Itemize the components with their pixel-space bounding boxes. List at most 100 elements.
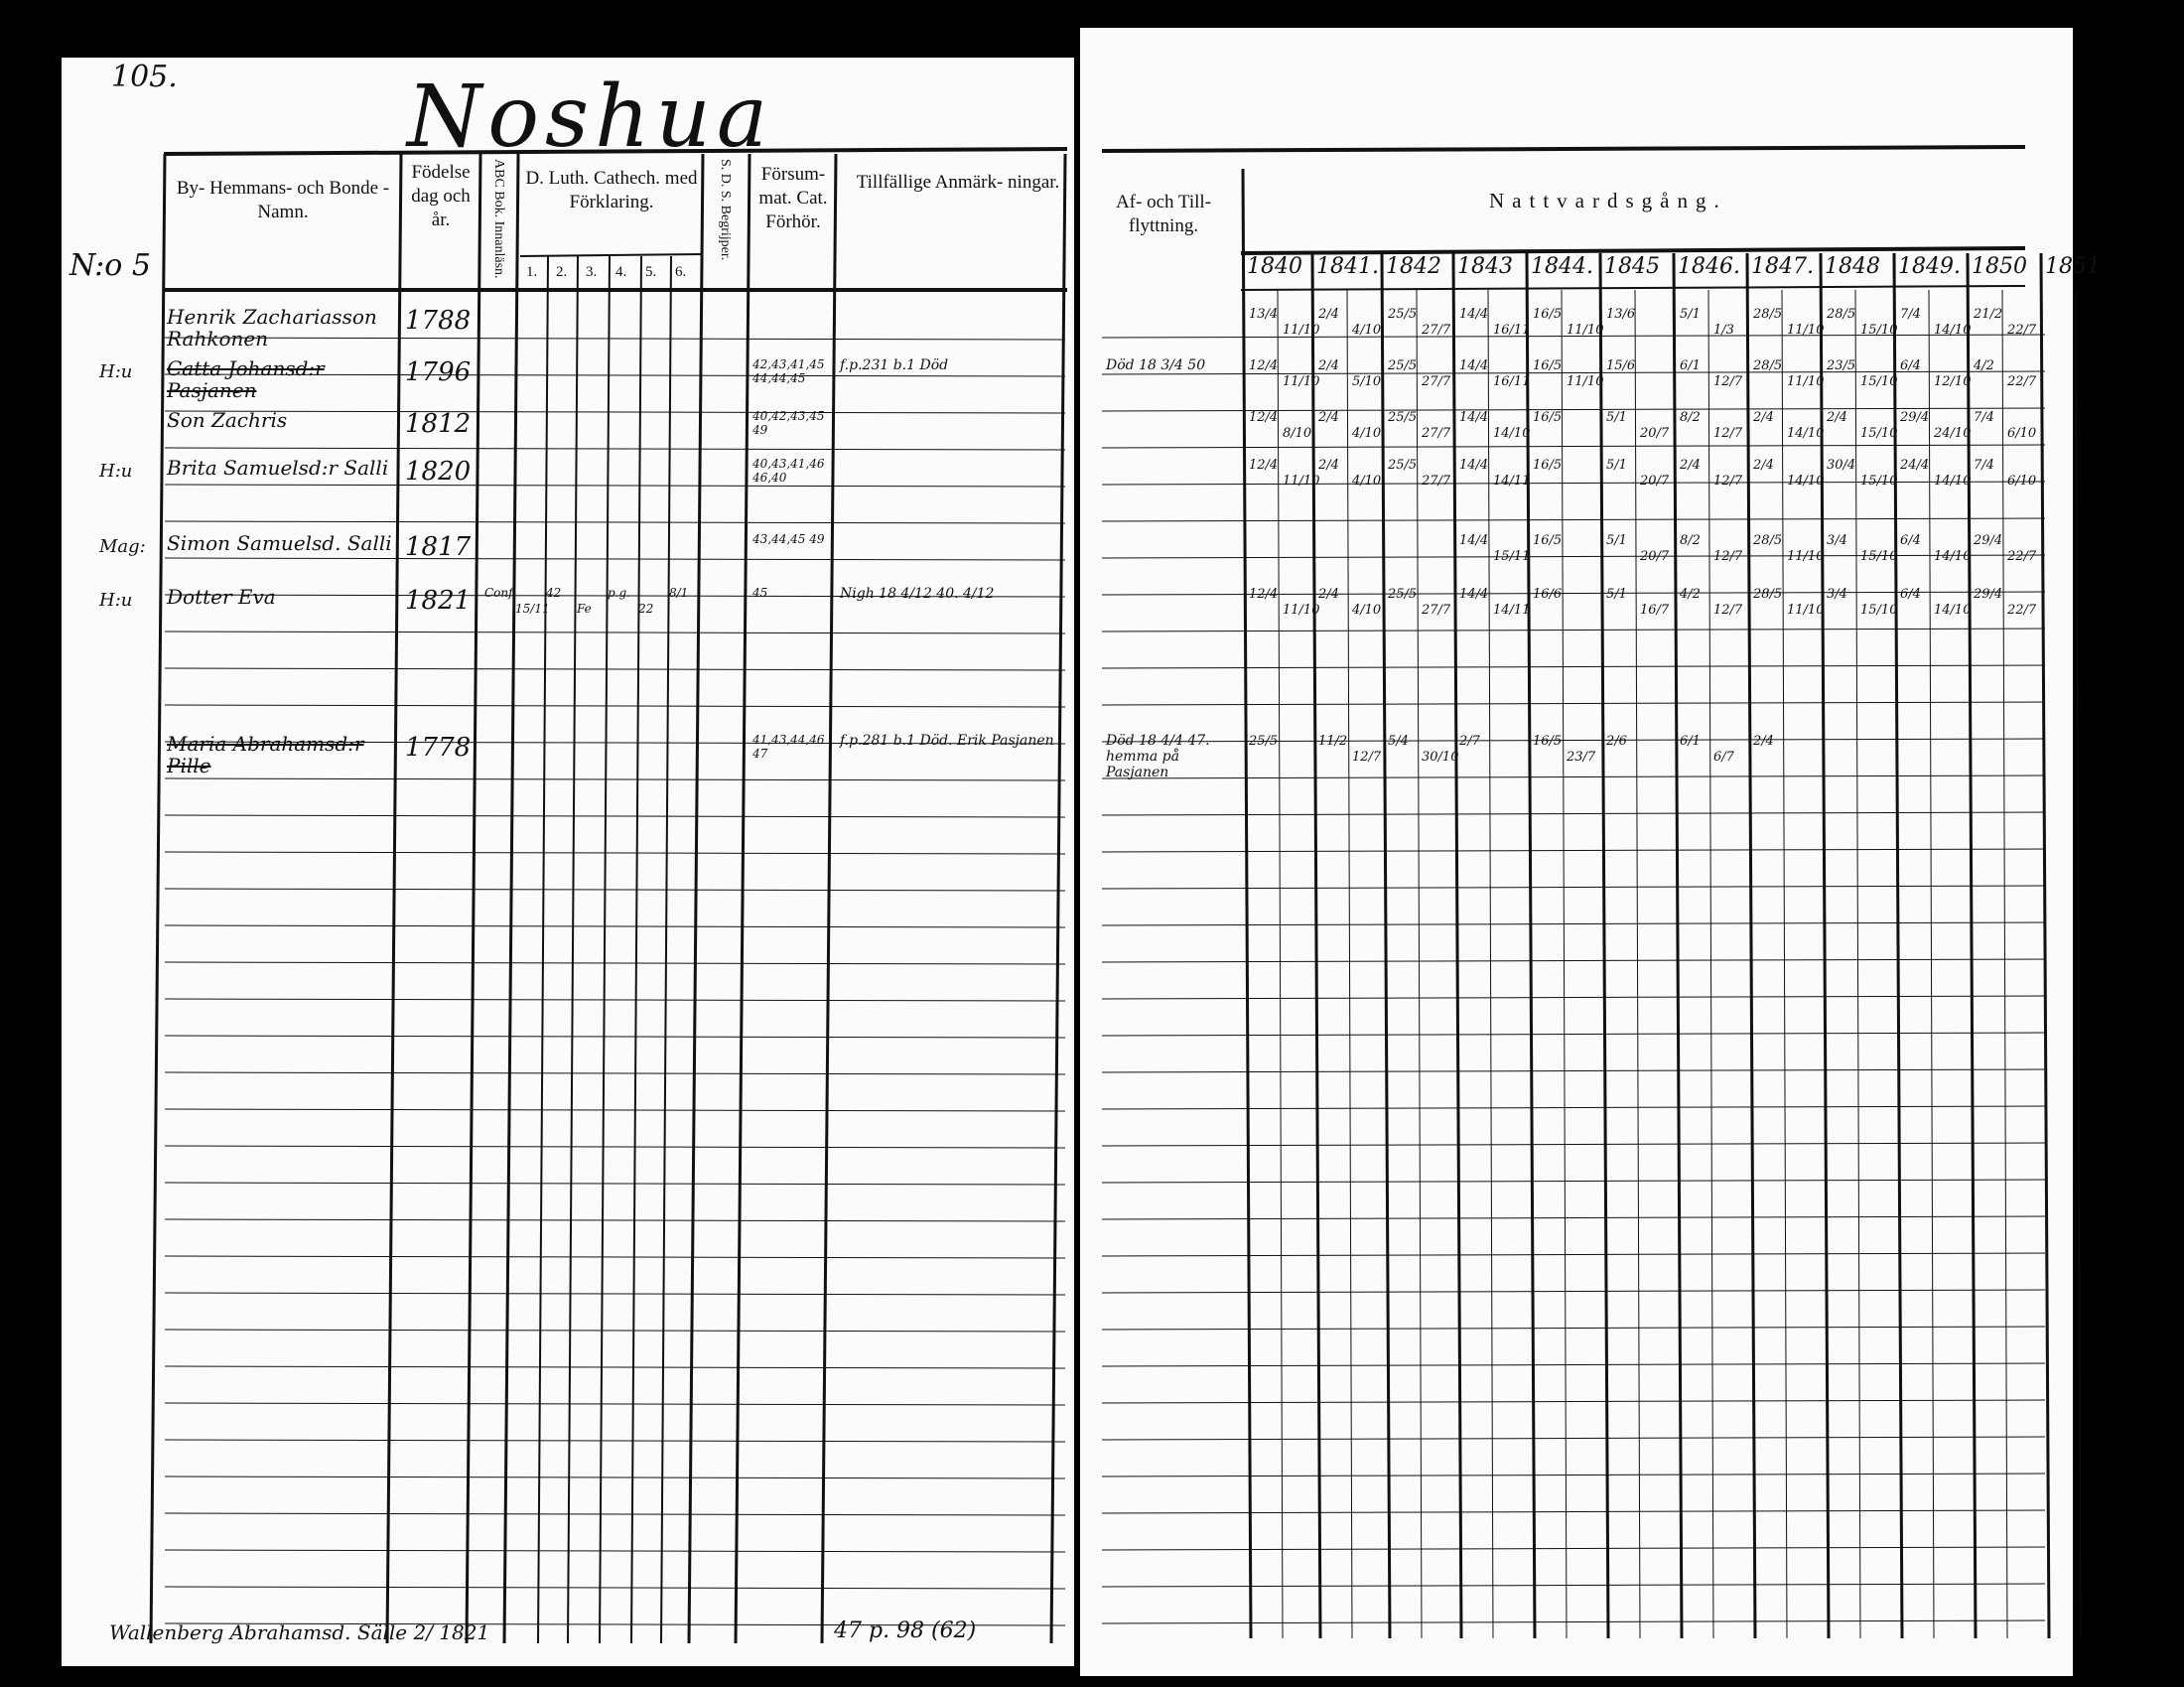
row-rule-right — [1101, 334, 2046, 339]
half-col-rule — [1346, 289, 1353, 1639]
communion-date: 12/4 — [1249, 458, 1279, 473]
communion-date: 7/4 — [1974, 458, 1994, 473]
remark: f.p.231 b.1 Död — [840, 357, 949, 373]
year-label: 1847. — [1751, 254, 1814, 279]
communion-date: 13/4 — [1249, 307, 1279, 322]
person-birth-year: 1796 — [405, 357, 472, 387]
year-col-rule — [1451, 252, 1463, 1639]
communion-date: 11/10 — [1787, 603, 1825, 618]
communion-date: 14/10 — [1787, 426, 1825, 441]
communion-date: 11/10 — [1283, 323, 1320, 338]
header-catechism: D. Luth. Cathech. med Förklaring. — [525, 168, 698, 212]
row-rule-right — [1101, 1179, 2046, 1184]
communion-date: 4/10 — [1352, 426, 1382, 441]
person-name: Henrik Zachariasson Rahkonen — [167, 305, 377, 351]
row-rule-right — [1101, 1436, 2046, 1441]
row-rule-right — [1101, 811, 2046, 816]
communion-date: 24/10 — [1934, 426, 1972, 441]
communion-date: 15/10 — [1860, 374, 1898, 389]
communion-date: 12/7 — [1352, 750, 1382, 765]
communion-date: 8/2 — [1680, 533, 1701, 548]
moving-note: Död 18 3/4 50 — [1106, 357, 1206, 373]
column-rule — [734, 153, 751, 1644]
year-label: 1849. — [1898, 254, 1961, 279]
communion-date: 2/4 — [1753, 734, 1774, 749]
communion-date: 6/1 — [1680, 358, 1701, 373]
household-number: N:o 5 — [69, 248, 151, 283]
year-label: 1844. — [1531, 254, 1593, 279]
row-rule — [164, 520, 1066, 524]
communion-date: 8/10 — [1283, 426, 1312, 441]
catechism-col-rule — [537, 255, 549, 1644]
communion-date: 6/10 — [2007, 426, 2037, 441]
row-rule — [164, 1035, 1066, 1039]
year-label: 1845 — [1604, 254, 1660, 279]
communion-date: 15/10 — [1860, 426, 1898, 441]
catechism-col-label: 3. — [586, 264, 598, 280]
communion-date: 2/4 — [1753, 410, 1774, 425]
row-rule — [164, 851, 1066, 855]
row-rule — [164, 1439, 1066, 1443]
row-rule — [164, 1255, 1066, 1259]
header-sds: S. D. S. Begrijper. — [718, 159, 733, 261]
catechism-mark: 42 — [546, 586, 562, 600]
neglected-years: 43,44,45 49 — [752, 532, 825, 546]
communion-date: 14/4 — [1459, 533, 1489, 548]
communion-date: 8/2 — [1680, 410, 1701, 425]
neglected-years: 45 — [752, 586, 768, 600]
communion-date: 11/10 — [1787, 323, 1825, 338]
half-col-rule — [1854, 289, 1861, 1639]
communion-date: 14/4 — [1459, 587, 1489, 602]
communion-date: 12/7 — [1713, 603, 1743, 618]
communion-date: 12/7 — [1713, 426, 1743, 441]
communion-date: 11/10 — [1787, 374, 1825, 389]
row-rule — [164, 924, 1066, 928]
communion-date: 7/4 — [1900, 307, 1921, 322]
row-rule — [164, 1292, 1066, 1296]
communion-date: 11/10 — [1567, 374, 1604, 389]
row-rule — [164, 1365, 1066, 1369]
communion-date: 25/5 — [1388, 587, 1418, 602]
communion-date: 30/4 — [1827, 458, 1856, 473]
row-rule — [164, 777, 1066, 781]
person-prefix: H:u — [99, 361, 133, 382]
communion-date: 5/10 — [1352, 374, 1382, 389]
village-title: Noshua — [407, 68, 774, 167]
communion-date: 25/5 — [1388, 358, 1418, 373]
person-birth-year: 1817 — [405, 532, 472, 562]
communion-date: 15/10 — [1860, 549, 1898, 564]
row-rule — [164, 410, 1066, 414]
half-col-rule — [1416, 289, 1423, 1639]
column-rule — [385, 153, 403, 1644]
communion-date: 14/10 — [1934, 549, 1972, 564]
catechism-col-rule — [567, 255, 579, 1644]
communion-date: 5/1 — [1606, 458, 1627, 473]
person-name: Catta Johansd:r Pasjanen — [167, 356, 325, 402]
row-rule — [164, 888, 1066, 892]
row-rule — [164, 1182, 1066, 1186]
row-rule-right — [1101, 1399, 2046, 1404]
communion-date: 27/7 — [1422, 603, 1451, 618]
row-rule-right — [1101, 444, 2046, 449]
row-rule — [164, 1108, 1066, 1112]
remark: Nigh 18 4/12 40. 4/12 — [840, 586, 995, 602]
communion-date: 22/7 — [2007, 603, 2037, 618]
person-birth-year: 1778 — [405, 733, 472, 763]
catechism-col-label: 1. — [526, 264, 538, 280]
column-rule — [687, 153, 705, 1644]
communion-date: 14/10 — [1934, 603, 1972, 618]
header-remarks: Tillfällige Anmärk- ningar. — [856, 172, 1060, 193]
row-rule — [164, 1218, 1066, 1222]
communion-date: 2/4 — [1827, 410, 1847, 425]
row-rule — [164, 1549, 1066, 1553]
communion-date: 28/5 — [1827, 307, 1856, 322]
communion-date: 22/7 — [2007, 323, 2037, 338]
communion-date: 12/4 — [1249, 410, 1279, 425]
catechism-mark: 8/1 — [669, 586, 689, 600]
communion-date: 12/4 — [1249, 358, 1279, 373]
half-col-rule — [1781, 289, 1788, 1639]
communion-date: 16/6 — [1533, 587, 1563, 602]
moving-note: Död 18 4/4 47. hemma på Pasjanen — [1106, 733, 1210, 780]
communion-date: 11/10 — [1787, 549, 1825, 564]
